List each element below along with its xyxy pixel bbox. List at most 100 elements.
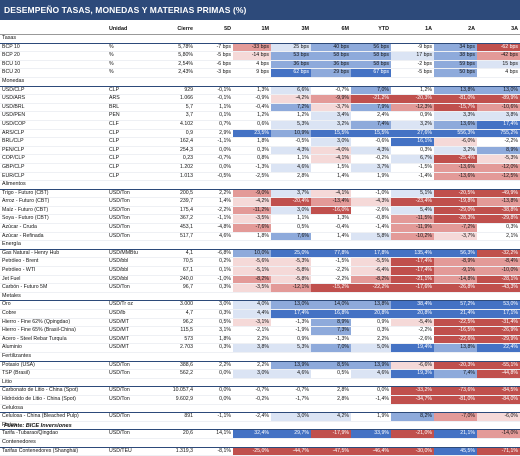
row-change-value: -15,7% xyxy=(434,103,477,113)
section-header: Litio xyxy=(0,378,520,388)
row-change-value: 3,4% xyxy=(311,111,351,121)
row-change-value: -21,2% xyxy=(351,94,391,104)
row-change-value: -6,6% xyxy=(391,361,434,371)
row-name: Acero - Steel Rebar Turquía xyxy=(0,335,107,345)
row-change-value: -1,1% xyxy=(195,214,233,225)
row-change-value: 32,4% xyxy=(233,429,271,439)
row-name: BCU 20 xyxy=(0,68,107,78)
row-change-value: 0,3% xyxy=(195,309,233,319)
row-change-value: 8,5% xyxy=(311,361,351,371)
table-row: Petróleo - WTI USD/bbl 67,1 0,1% -5,1% -5,8% -… xyxy=(0,266,520,276)
row-change-value: 17,4% xyxy=(271,309,311,319)
row-name: BCP 20 xyxy=(0,51,107,61)
row-change-value: -3,5% xyxy=(233,214,271,225)
row-change-value: 53 bps xyxy=(271,51,311,61)
table-row: BCP 20% 5,80% -5 bps -14 bps 53 bps 58 bps 58 … xyxy=(0,51,520,61)
row-change-value: -1,9% xyxy=(271,326,311,336)
row-change-value: 13,8% xyxy=(434,343,477,353)
row-change-value: 20,8% xyxy=(391,309,434,319)
row-change-value: -13,6% xyxy=(434,172,477,182)
row-change-value: -0,1% xyxy=(195,94,233,104)
row-close-value: 929 xyxy=(151,86,195,96)
table-row: Tarifas Contenedores (Shanghái) USD/TEU 1.… xyxy=(0,447,520,456)
row-change-value: -0,4% xyxy=(311,223,351,233)
row-change-value: 4,2% xyxy=(311,412,351,422)
row-name: USD/BRL xyxy=(0,103,107,113)
table-row: Azúcar - Cruda USD/Ton 453,1 -4,8% -7,6% 0,5%… xyxy=(0,223,520,233)
row-change-value: -12,5% xyxy=(477,172,520,182)
section-header: Contenedores xyxy=(0,438,520,448)
row-change-value: 19,4% xyxy=(391,343,434,353)
row-name: ARS/CLP xyxy=(0,129,107,139)
row-change-value: 2,8% xyxy=(271,172,311,182)
row-change-value: -7 bps xyxy=(195,43,233,53)
row-change-value: 8,2% xyxy=(391,412,434,422)
row-change-value: 2,8% xyxy=(311,386,351,396)
row-change-value: 2,9% xyxy=(195,129,233,139)
row-change-value: -28,1% xyxy=(477,275,520,285)
row-change-value: 0,3% xyxy=(391,146,434,156)
row-close-value: 4,7 xyxy=(151,309,195,319)
row-change-value: 36 bps xyxy=(271,60,311,70)
row-change-value: -0,7% xyxy=(233,386,271,396)
row-close-value: 162,4 xyxy=(151,137,195,147)
row-change-value: -44,7% xyxy=(271,447,311,456)
row-change-value: 0,3% xyxy=(233,146,271,156)
row-change-value: 13,8% xyxy=(351,300,391,310)
row-name: GBP/CLP xyxy=(0,163,107,173)
row-change-value: 2,2% xyxy=(233,361,271,371)
row-change-value: 0,3% xyxy=(351,326,391,336)
row-change-value: -20,3% xyxy=(434,361,477,371)
row-change-value: 3,8% xyxy=(477,111,520,121)
row-change-value: -20,3% xyxy=(391,94,434,104)
row-change-value: 7,4% xyxy=(434,369,477,379)
table-row: EUR/CLP CLP 1.013 -0,5% -2,5% 2,8% 1,4% 1,9% -1,… xyxy=(0,172,520,182)
row-change-value: -26,9% xyxy=(477,326,520,336)
row-unit: % xyxy=(107,60,151,70)
row-change-value: -0,7% xyxy=(195,154,233,164)
row-change-value: 67 bps xyxy=(351,68,391,78)
row-change-value: 2,4% xyxy=(351,111,391,121)
row-change-value: -2,2% xyxy=(311,275,351,285)
table-row: USD/CLP CLP 929 -0,1% 1,3% 6,6% -0,7% 7,0% 1,2% 1… xyxy=(0,86,520,96)
row-change-value: 21,1% xyxy=(434,429,477,439)
row-close-value: 254,3 xyxy=(151,146,195,156)
row-name: TSP (Brasil) xyxy=(0,369,107,379)
row-unit: CLP xyxy=(107,129,151,139)
row-close-value: 1.066 xyxy=(151,94,195,104)
row-change-value: 2,2% xyxy=(351,335,391,345)
row-change-value: 58 bps xyxy=(351,60,391,70)
row-change-value: -1,4% xyxy=(351,223,391,233)
row-change-value: -8,4% xyxy=(477,257,520,268)
row-change-value: -3,7% xyxy=(311,103,351,113)
row-change-value: 17,1% xyxy=(477,309,520,319)
row-name: USD/PEN xyxy=(0,111,107,121)
row-change-value: -14 bps xyxy=(233,51,271,61)
row-change-value: 2,2% xyxy=(233,335,271,345)
row-change-value: -2,2% xyxy=(195,206,233,216)
section-header: Fletes xyxy=(0,421,520,431)
section-title: Contenedores xyxy=(0,438,520,448)
row-change-value: -2,4% xyxy=(233,412,271,422)
row-change-value: 755,2% xyxy=(477,129,520,139)
row-change-value: -7,6% xyxy=(233,223,271,233)
row-change-value: -5,4% xyxy=(391,318,434,328)
row-change-value: -2,5% xyxy=(233,172,271,182)
row-change-value: 59 bps xyxy=(434,60,477,70)
row-close-value: 5,7 xyxy=(151,103,195,113)
performance-table: Unidad Cierre 5D 1M 3M 6M YTD 1A 2A 3A T… xyxy=(0,24,520,456)
row-change-value: -10,2% xyxy=(391,232,434,242)
table-row: ARS/CLP CLP 0,9 2,9% 23,5% 10,9% 15,5% 15,5% 27,… xyxy=(0,129,520,139)
row-change-value: -29,9% xyxy=(477,335,520,345)
table-row: Hierro - Fine 62% (Qpingdao) USD/MT 96,2 0,… xyxy=(0,318,520,328)
section-header: Tasas xyxy=(0,34,520,44)
section-header: Monedas xyxy=(0,77,520,87)
row-close-value: 96,7 xyxy=(151,283,195,293)
row-change-value: -42 bps xyxy=(477,51,520,61)
row-unit: USD/lb xyxy=(107,309,151,319)
row-close-value: 9.602,9 xyxy=(151,395,195,405)
row-name: COP/CLP xyxy=(0,154,107,164)
row-change-value: -23,4% xyxy=(391,197,434,207)
row-change-value: 0,0% xyxy=(351,386,391,396)
row-change-value: 0,0% xyxy=(195,386,233,396)
